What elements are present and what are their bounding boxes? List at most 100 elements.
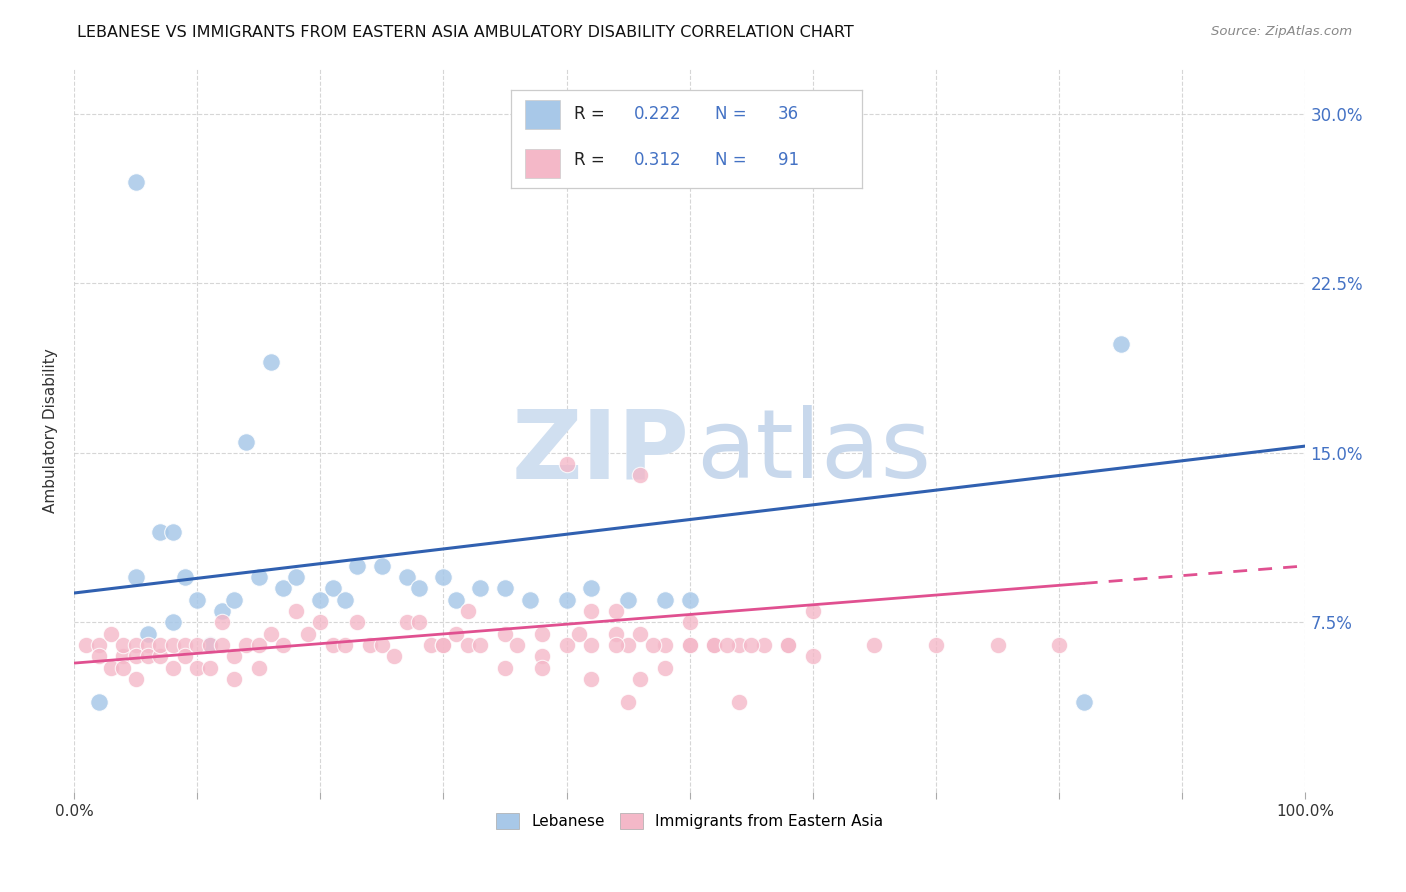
Point <box>382 649 405 664</box>
Point <box>87 638 110 652</box>
Point <box>198 638 221 652</box>
Point <box>174 570 197 584</box>
Point <box>198 638 221 652</box>
Point <box>506 638 529 652</box>
Point <box>432 638 454 652</box>
Point <box>162 524 184 539</box>
Point <box>100 660 122 674</box>
Y-axis label: Ambulatory Disability: Ambulatory Disability <box>44 348 58 513</box>
Point <box>679 615 702 630</box>
Point <box>654 638 676 652</box>
Point <box>346 558 368 573</box>
Point <box>149 649 172 664</box>
Point <box>581 604 603 618</box>
Point <box>444 626 467 640</box>
Point <box>408 615 430 630</box>
Point <box>162 660 184 674</box>
Point <box>198 660 221 674</box>
Point <box>284 570 307 584</box>
Point <box>703 638 725 652</box>
Point <box>247 570 270 584</box>
Point <box>654 592 676 607</box>
Text: ZIP: ZIP <box>512 406 690 499</box>
Point <box>75 638 97 652</box>
Point <box>211 615 233 630</box>
Point <box>112 649 135 664</box>
Point <box>273 638 295 652</box>
Point <box>297 626 319 640</box>
Point <box>371 638 394 652</box>
Point <box>395 615 418 630</box>
Point <box>322 582 344 596</box>
Point <box>752 638 775 652</box>
Point <box>260 355 283 369</box>
Point <box>470 638 492 652</box>
Point <box>530 626 553 640</box>
Point <box>112 638 135 652</box>
Point <box>494 582 516 596</box>
Point <box>641 638 664 652</box>
Point <box>322 638 344 652</box>
Point <box>432 638 454 652</box>
Point <box>346 615 368 630</box>
Point <box>136 626 159 640</box>
Point <box>605 604 627 618</box>
Point <box>124 672 146 686</box>
Point <box>174 649 197 664</box>
Point <box>654 660 676 674</box>
Point <box>630 468 652 483</box>
Point <box>617 638 640 652</box>
Point <box>333 638 356 652</box>
Text: Source: ZipAtlas.com: Source: ZipAtlas.com <box>1212 25 1353 38</box>
Point <box>703 638 725 652</box>
Point <box>211 604 233 618</box>
Point <box>124 570 146 584</box>
Point <box>124 175 146 189</box>
Point <box>617 592 640 607</box>
Point <box>309 592 332 607</box>
Point <box>1109 337 1132 351</box>
Point <box>284 604 307 618</box>
Point <box>247 660 270 674</box>
Point <box>444 592 467 607</box>
Point <box>630 626 652 640</box>
Point <box>136 649 159 664</box>
Point <box>1073 694 1095 708</box>
Point <box>470 582 492 596</box>
Point <box>457 638 479 652</box>
Point <box>740 638 762 652</box>
Point <box>359 638 381 652</box>
Point <box>333 592 356 607</box>
Point <box>801 604 824 618</box>
Point <box>494 660 516 674</box>
Point <box>1047 638 1070 652</box>
Point <box>581 582 603 596</box>
Point <box>136 638 159 652</box>
Point <box>186 638 208 652</box>
Point <box>801 649 824 664</box>
Point <box>174 638 197 652</box>
Point <box>494 626 516 640</box>
Point <box>224 672 246 686</box>
Point <box>605 638 627 652</box>
Point <box>395 570 418 584</box>
Point <box>568 626 591 640</box>
Point <box>530 660 553 674</box>
Point <box>260 626 283 640</box>
Point <box>408 582 430 596</box>
Point <box>186 660 208 674</box>
Point <box>432 570 454 584</box>
Point <box>149 524 172 539</box>
Point <box>728 638 751 652</box>
Point <box>273 582 295 596</box>
Point <box>605 626 627 640</box>
Point <box>420 638 443 652</box>
Point <box>778 638 800 652</box>
Point <box>186 592 208 607</box>
Point <box>162 638 184 652</box>
Point <box>309 615 332 630</box>
Point <box>617 694 640 708</box>
Point <box>87 649 110 664</box>
Point <box>371 558 394 573</box>
Point <box>457 604 479 618</box>
